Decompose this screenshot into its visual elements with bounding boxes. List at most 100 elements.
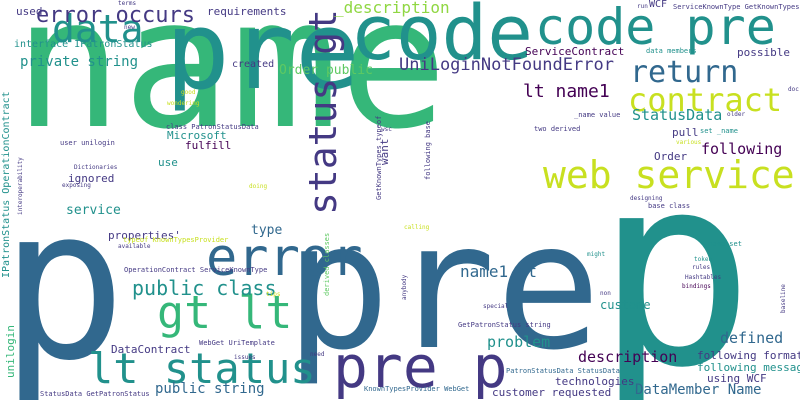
cloud-word: Order public (279, 63, 373, 78)
cloud-word: _name value (574, 111, 621, 119)
cloud-word: following (701, 140, 783, 158)
cloud-word: Dictionaries (74, 164, 118, 171)
cloud-word: ServiceContract (525, 45, 625, 58)
cloud-word: special (483, 303, 509, 310)
cloud-word: possible (737, 46, 790, 59)
cloud-word: anybody (401, 274, 408, 300)
cloud-word: ServiceKnownType GetKnownTypes (673, 3, 800, 11)
cloud-word: doing (249, 183, 268, 190)
cloud-word: wsc (381, 126, 392, 133)
cloud-word: following message (697, 361, 800, 374)
cloud-word: gt lt (157, 286, 293, 339)
cloud-word: PatronStatusData StatusData (506, 367, 620, 375)
cloud-word: various (676, 139, 702, 146)
cloud-word: GetPatronStatus string (458, 321, 551, 329)
cloud-word: _description (334, 0, 450, 17)
cloud-word: wondering (167, 100, 200, 107)
cloud-word: using WCF (707, 372, 767, 385)
cloud-word: new (124, 24, 135, 31)
cloud-word: designing (630, 195, 663, 202)
cloud-word: DataContract (111, 343, 191, 356)
cloud-word: rules (692, 264, 711, 271)
cloud-word: derived classes (323, 232, 331, 296)
cloud-word: name1 gt (460, 262, 538, 281)
cloud-word: error occurs (36, 3, 195, 28)
cloud-word: Hashtables (685, 274, 722, 281)
cloud-word: following format (697, 349, 800, 362)
cloud-word: typeof KnownTypesProvider (123, 236, 229, 244)
cloud-word: KnownTypesProvider WebGet (364, 385, 470, 393)
cloud-word: data members (646, 47, 697, 55)
cloud-word: service (66, 203, 121, 218)
cloud-word: older (727, 111, 746, 118)
cloud-word: baseline (780, 284, 787, 313)
cloud-word: pre p (333, 333, 508, 400)
cloud-word: interoperability (17, 157, 24, 215)
cloud-word: unilogin (4, 325, 17, 378)
cloud-word: name (14, 0, 448, 169)
cloud-word: need (310, 351, 325, 358)
cloud-word: two derived (534, 125, 581, 133)
cloud-word: customer requested (492, 386, 612, 399)
cloud-word: exposing (62, 182, 91, 189)
cloud-word: WCF (649, 0, 668, 10)
cloud-word: UniLoginNotFoundError (399, 55, 614, 75)
cloud-word: ignored (68, 172, 115, 185)
cloud-word: requirements (207, 5, 287, 18)
cloud-word: run (637, 3, 648, 10)
cloud-word: contract (628, 81, 783, 119)
cloud-word: pull (672, 126, 699, 139)
cloud-word: base class (648, 202, 691, 210)
cloud-word: calling (404, 224, 430, 231)
cloud-word: StatusData (632, 106, 723, 124)
cloud-word: type (251, 223, 283, 238)
cloud-word: properties' (108, 229, 181, 242)
cloud-word: lt name1 (523, 81, 610, 102)
cloud-word: web service (543, 153, 795, 197)
cloud-word: technologies (555, 375, 635, 388)
cloud-word: lt status (88, 344, 316, 393)
cloud-word: following base (424, 120, 432, 180)
cloud-word: problem (487, 333, 551, 351)
cloud-word: Microsoft (167, 129, 227, 142)
cloud-word: might (587, 251, 606, 258)
cloud-word: use (158, 156, 178, 169)
cloud-word: return (630, 55, 739, 90)
cloud-word: terms (118, 0, 137, 7)
cloud-word: public class (132, 276, 277, 300)
cloud-word: IPatronStatus OperationContract (1, 91, 12, 278)
cloud-word: doc (788, 86, 799, 93)
cloud-word: status gt (301, 9, 345, 215)
cloud-word: bindings (682, 283, 711, 290)
cloud-word: OperationContract ServiceKnownType (124, 266, 268, 274)
cloud-word: issues (234, 354, 256, 361)
cloud-word: custome (600, 298, 651, 312)
cloud-word: pre (165, 0, 361, 114)
cloud-word: p (0, 162, 127, 400)
cloud-word: good (181, 89, 196, 96)
cloud-word: _name set (704, 240, 742, 248)
cloud-word: defined (720, 329, 784, 347)
cloud-word: DataMember Name (635, 382, 762, 398)
cloud-word: error (206, 228, 363, 288)
cloud-word: used (16, 5, 43, 18)
cloud-word: tips (266, 291, 281, 298)
cloud-word: non (600, 290, 611, 297)
cloud-word: fulfill (185, 139, 232, 152)
cloud-word: pre (285, 186, 602, 389)
cloud-word: code (350, 0, 534, 77)
cloud-word: p (595, 118, 755, 400)
cloud-word: data (52, 7, 144, 51)
cloud-word: private string (20, 54, 139, 70)
cloud-word: created (232, 59, 275, 70)
cloud-word: description (578, 348, 678, 366)
cloud-word: class PatronStatusData (166, 123, 259, 131)
cloud-word: Order (654, 150, 688, 163)
cloud-word: code pre (535, 0, 776, 56)
cloud-word: WebGet UriTemplate (199, 339, 275, 347)
cloud-word: set _name (700, 127, 738, 135)
cloud-word: user unilogin (60, 139, 115, 147)
cloud-word: public string (155, 381, 265, 397)
cloud-word: StatusData GetPatronStatus (40, 390, 150, 398)
